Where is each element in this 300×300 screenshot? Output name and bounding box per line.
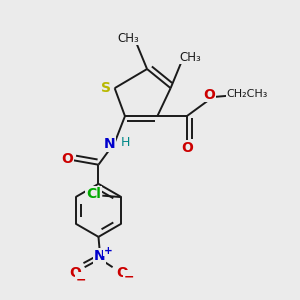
Text: O: O	[181, 141, 193, 154]
Text: Cl: Cl	[86, 187, 101, 201]
Text: H: H	[120, 136, 130, 149]
Text: N: N	[94, 249, 106, 263]
Text: N: N	[103, 137, 115, 151]
Text: S: S	[101, 81, 111, 95]
Text: O: O	[69, 266, 81, 280]
Text: O: O	[203, 88, 215, 102]
Text: −: −	[76, 273, 86, 286]
Text: CH₃: CH₃	[179, 51, 201, 64]
Text: CH₂CH₃: CH₂CH₃	[226, 89, 268, 99]
Text: CH₃: CH₃	[117, 32, 139, 45]
Text: −: −	[124, 271, 134, 284]
Text: O: O	[61, 152, 73, 166]
Text: +: +	[104, 246, 112, 256]
Text: O: O	[116, 266, 128, 280]
